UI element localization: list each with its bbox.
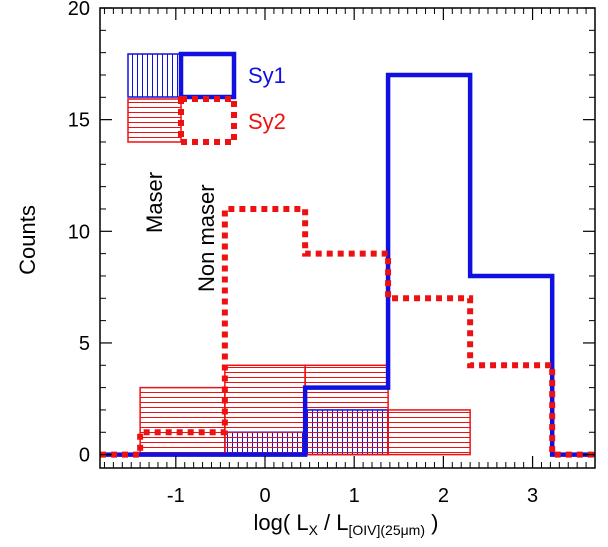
x-axis-title-sub1: X (309, 522, 319, 538)
axes: 0 5 10 15 20 -1 0 1 2 3 (68, 0, 596, 507)
x-tick-label--1: -1 (167, 485, 185, 507)
y-tick-label-0: 0 (79, 445, 90, 467)
x-axis-title-mid: / L (318, 510, 349, 535)
y-axis-title: Counts (15, 205, 40, 275)
maser-histograms (139, 364, 471, 456)
x-tick-label-0: 0 (259, 485, 270, 507)
y-tick-label-15: 15 (68, 110, 90, 132)
legend-column-nonmaser: Non maser (194, 184, 219, 292)
y-tick-label-20: 20 (68, 0, 90, 20)
legend-swatch-sy2-nonmaser (178, 96, 237, 145)
legend-swatch-sy2-maser (127, 98, 182, 143)
step-line-sy1-nonmaser (100, 72, 595, 457)
legend-swatch-sy1-nonmaser (178, 51, 237, 100)
bar-sy2-maser-bin-3 (304, 364, 389, 456)
bar-sy2-maser-bin-2 (224, 364, 306, 456)
x-axis-title-suffix: ) (425, 510, 438, 535)
legend-column-maser: Maser (142, 172, 167, 233)
bar-sy2-maser-bin-1 (139, 386, 226, 456)
legend-swatch-sy1-maser (127, 53, 182, 98)
plot-frame (99, 7, 596, 469)
x-tick-label-1: 1 (349, 485, 360, 507)
x-tick-label-2: 2 (438, 485, 449, 507)
legend: Sy1 Sy2 Maser Non maser (127, 51, 286, 292)
x-axis-title-prefix: log( L (254, 510, 309, 535)
legend-label-sy1: Sy1 (248, 63, 286, 88)
step-line-sy2-nonmaser (100, 205, 595, 458)
y-tick-label-5: 5 (79, 333, 90, 355)
y-tick-label-10: 10 (68, 221, 90, 243)
non-maser-histograms (100, 72, 595, 458)
bar-sy2-maser-bin-4 (387, 409, 471, 456)
x-axis-title: log( LX / L[OIV](25μm) ) (254, 510, 439, 538)
x-axis-title-sub2: [OIV](25μm) (348, 522, 425, 538)
x-tick-label-3: 3 (527, 485, 538, 507)
legend-label-sy2: Sy2 (248, 109, 286, 134)
